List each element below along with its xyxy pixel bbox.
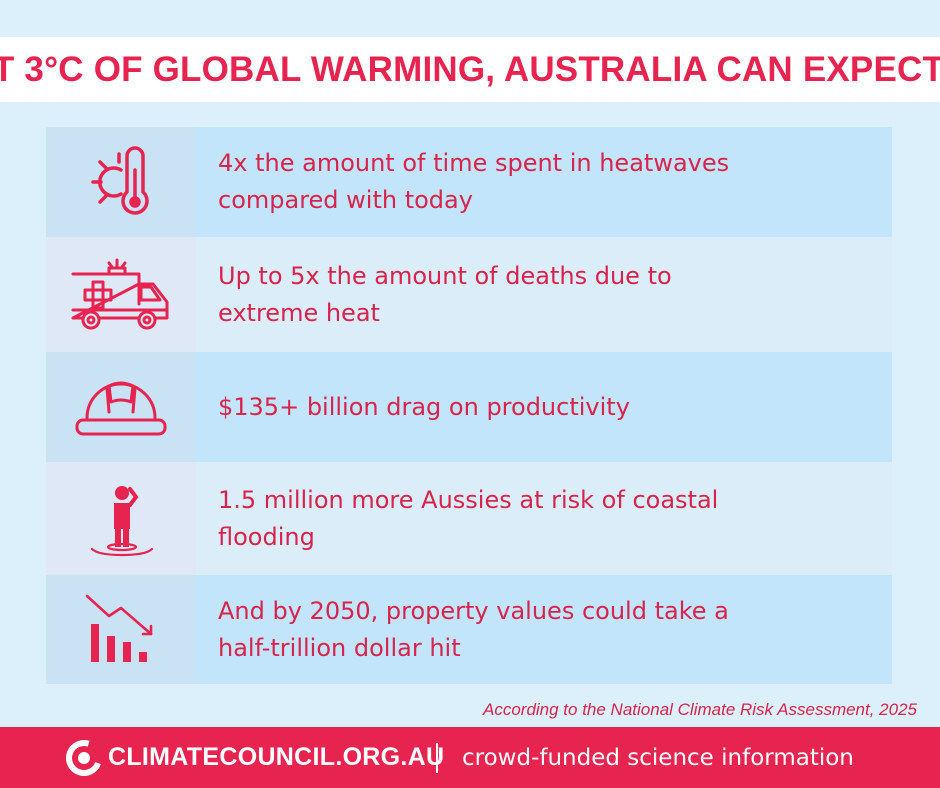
list-item-productivity: $135+ billion drag on productivity [46, 352, 892, 462]
item-line: half-trillion dollar hit [218, 633, 461, 662]
item-line: $135+ billion drag on productivity [218, 392, 630, 421]
heat-thermometer-icon [91, 146, 149, 215]
item-line: compared with today [218, 186, 473, 214]
icon-cell [46, 127, 196, 237]
list-item-flooding: 1.5 million more Aussies at risk of coas… [46, 462, 892, 575]
item-text: And by 2050, property values could take … [196, 575, 892, 684]
item-line: extreme heat [218, 298, 380, 327]
person-flood-icon [90, 485, 154, 556]
item-line: Up to 5x the amount of deaths due to [218, 261, 672, 290]
item-line: And by 2050, property values could take … [218, 596, 729, 625]
ambulance-icon [71, 258, 169, 329]
item-text: $135+ billion drag on productivity [196, 352, 892, 462]
list-item-heatwaves: 4x the amount of time spent in heatwaves… [46, 127, 892, 237]
icon-cell [46, 352, 196, 462]
list-item-property: And by 2050, property values could take … [46, 575, 892, 684]
climate-council-logo-icon [66, 740, 102, 776]
footer: CLIMATECOUNCIL.ORG.AU crowd-funded scien… [0, 727, 940, 788]
item-text: Up to 5x the amount of deaths due to ext… [196, 237, 892, 352]
hard-hat-icon [75, 381, 167, 436]
tagline: crowd-funded science information [462, 744, 854, 771]
impact-list: 4x the amount of time spent in heatwaves… [46, 127, 892, 684]
item-line: 1.5 million more Aussies at risk of coas… [218, 485, 719, 514]
declining-chart-icon [85, 594, 153, 662]
source-note: According to the National Climate Risk A… [482, 700, 917, 719]
list-item-deaths: Up to 5x the amount of deaths due to ext… [46, 237, 892, 352]
icon-cell [46, 575, 196, 684]
page-title: AT 3°C OF GLOBAL WARMING, AUSTRALIA CAN … [0, 49, 940, 89]
title-bar: AT 3°C OF GLOBAL WARMING, AUSTRALIA CAN … [0, 37, 940, 102]
icon-cell [46, 237, 196, 352]
brand-link[interactable]: CLIMATECOUNCIL.ORG.AU [108, 743, 445, 771]
item-line: 4x the amount of time spent in heatwaves [218, 149, 730, 177]
item-line: flooding [218, 522, 315, 551]
icon-cell [46, 462, 196, 575]
footer-divider [436, 743, 438, 773]
item-text: 1.5 million more Aussies at risk of coas… [196, 462, 892, 575]
item-text: 4x the amount of time spent in heatwaves… [196, 127, 892, 237]
